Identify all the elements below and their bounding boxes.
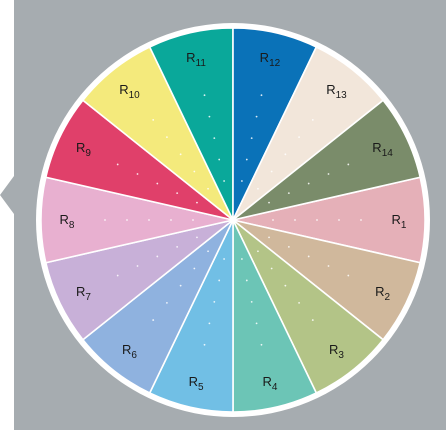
segment-dot <box>116 274 119 277</box>
segment-label-r13: R13 <box>326 82 347 101</box>
segment-dot <box>287 192 290 195</box>
segment-dot <box>207 187 209 190</box>
segment-dot <box>179 284 182 287</box>
segment-label-r10: R10 <box>119 82 140 101</box>
segment-label-r7: R7 <box>76 284 91 303</box>
segment-dot <box>250 137 253 140</box>
segment-dot <box>136 265 139 267</box>
segment-dot <box>152 119 155 121</box>
segment-dot <box>327 173 330 175</box>
segment-dot <box>307 255 310 258</box>
segment-label-r8: R8 <box>60 212 75 231</box>
segment-dot <box>241 258 243 260</box>
segment-dot <box>223 258 226 260</box>
segment-dot <box>307 182 310 185</box>
segment-dot <box>166 301 168 304</box>
segment-label-r5: R5 <box>189 374 204 393</box>
segment-dot <box>203 343 206 346</box>
segment-dot <box>208 322 211 325</box>
segment-dot <box>284 153 287 156</box>
segment-dot <box>192 219 194 221</box>
segment-dot <box>347 163 350 166</box>
segment-dot <box>241 180 243 182</box>
segment-dot <box>170 219 172 221</box>
segment-dot <box>255 322 258 325</box>
segment-dot <box>316 219 318 221</box>
segment-labels: R1 R2 R3 R4 R5 R6 R7 R8 R9 R10 R11 R12 R13 R14 <box>60 50 407 393</box>
segment-dot <box>208 115 211 118</box>
segment-dot <box>148 219 150 221</box>
segment-dot <box>284 284 287 287</box>
segment-label-r1: R1 <box>392 212 407 231</box>
segment-dot <box>360 219 362 221</box>
segment-dot <box>207 250 209 253</box>
segment-dot <box>116 163 119 166</box>
segment-dot <box>298 136 300 139</box>
segment-dot <box>287 246 290 248</box>
segment-dot <box>272 219 274 221</box>
segment-dot <box>298 301 300 304</box>
segment-label-r12: R12 <box>260 50 281 69</box>
segment-label-r9: R9 <box>76 140 91 159</box>
segment-dot <box>270 170 273 173</box>
segment-dot <box>270 267 273 270</box>
segment-dot <box>338 219 340 221</box>
segment-dot <box>213 300 216 303</box>
segment-dot <box>152 319 155 321</box>
segment-dot <box>311 119 314 121</box>
segment-dot <box>294 219 296 221</box>
segment-label-r11: R11 <box>186 50 206 69</box>
segment-dot <box>156 255 159 258</box>
segment-dot <box>311 319 314 321</box>
segment-dot <box>166 136 168 139</box>
segment-label-r14: R14 <box>372 140 393 159</box>
segment-dot <box>250 300 253 303</box>
segment-dot <box>255 115 258 118</box>
segment-dot <box>223 180 226 182</box>
segment-dot <box>260 343 263 346</box>
segment-dot <box>347 274 350 277</box>
segment-dot <box>104 219 106 221</box>
segment-dot <box>179 153 182 156</box>
segment-dot <box>268 236 270 239</box>
segment-dot <box>218 158 221 161</box>
segment-dot <box>196 236 198 239</box>
segment-dot <box>260 94 263 97</box>
segment-dot <box>245 279 248 282</box>
segment-dot <box>126 219 128 221</box>
segment-label-r3: R3 <box>329 342 344 361</box>
segment-dot <box>196 201 198 204</box>
segment-dots <box>104 94 362 346</box>
segment-label-r2: R2 <box>375 284 390 303</box>
segment-label-r6: R6 <box>122 342 137 361</box>
segment-label-r4: R4 <box>262 374 277 393</box>
wheel-segments <box>40 27 426 413</box>
segment-dot <box>193 267 196 270</box>
segment-dot <box>203 94 206 97</box>
segment-dot <box>156 182 159 185</box>
segment-dot <box>245 158 248 161</box>
segment-dot <box>268 201 270 204</box>
segment-dot <box>218 279 221 282</box>
segment-r14 <box>232 99 422 221</box>
segment-dot <box>176 192 179 195</box>
segment-dot <box>213 137 216 140</box>
segment-dot <box>257 187 259 190</box>
segment-dot <box>257 250 259 253</box>
segment-dot <box>327 265 330 267</box>
segment-dot <box>193 170 196 173</box>
segment-dot <box>136 173 139 175</box>
segment-dot <box>176 246 179 248</box>
